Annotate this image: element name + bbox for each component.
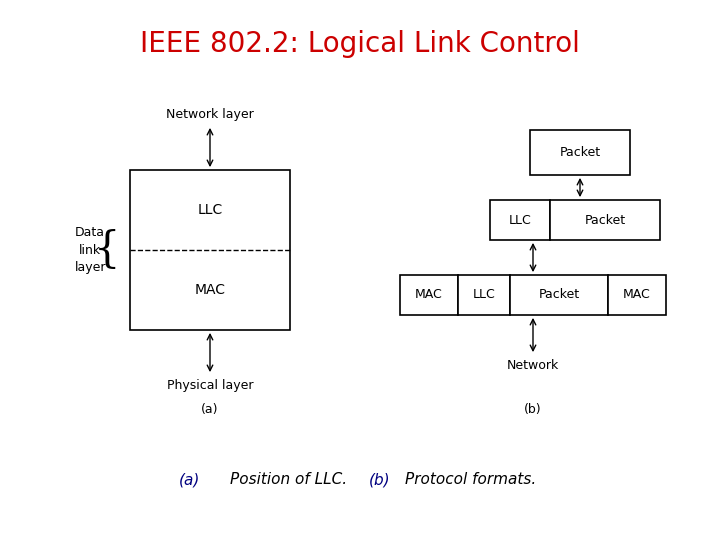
Text: Network: Network [507,359,559,372]
Text: Physical layer: Physical layer [167,379,253,392]
Bar [510,275,608,315]
Text: IEEE 802.2: Logical Link Control: IEEE 802.2: Logical Link Control [140,30,580,58]
Text: (b): (b) [524,403,542,416]
Bar [550,200,660,240]
Bar [490,200,550,240]
Text: LLC: LLC [508,213,531,226]
Bar [530,130,630,175]
Text: MAC: MAC [623,288,651,301]
Text: LLC: LLC [472,288,495,301]
Text: (b): (b) [369,472,391,488]
Text: Data
link
layer: Data link layer [74,226,106,273]
Text: MAC: MAC [194,283,225,297]
Bar [458,275,510,315]
Text: {: { [94,229,120,271]
Text: Packet: Packet [559,146,600,159]
Text: LLC: LLC [197,203,222,217]
Text: Packet: Packet [539,288,580,301]
Text: Protocol formats.: Protocol formats. [405,472,536,488]
Text: Packet: Packet [585,213,626,226]
Text: (a): (a) [202,403,219,416]
Text: MAC: MAC [415,288,443,301]
Text: Network layer: Network layer [166,108,254,121]
Bar [400,275,458,315]
Text: Position of LLC.: Position of LLC. [230,472,347,488]
Bar [608,275,666,315]
Text: (a): (a) [179,472,201,488]
Bar [130,170,290,330]
